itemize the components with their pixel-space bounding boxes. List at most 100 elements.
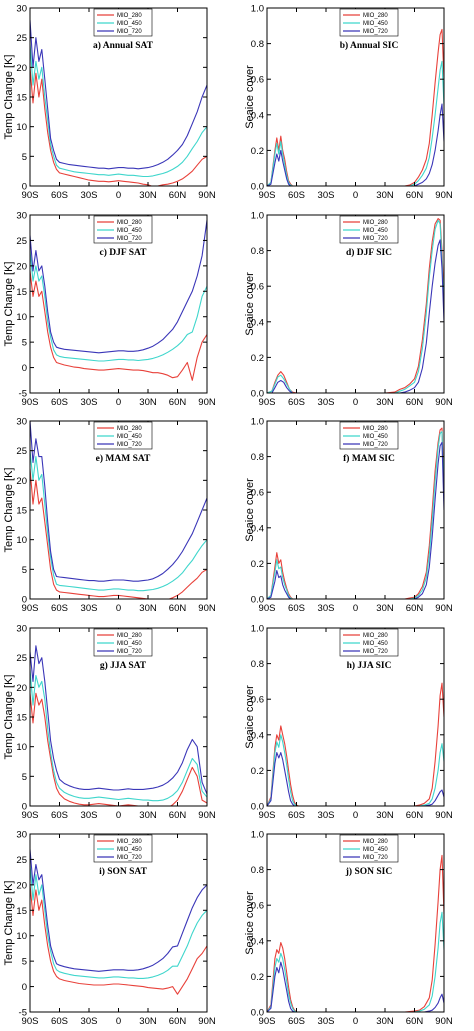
panel-title: f) MAM SIC (343, 453, 395, 464)
series-group (267, 427, 444, 599)
x-tick-label: 30S (81, 1016, 98, 1027)
series-group (267, 682, 444, 806)
series-line-mio-720 (30, 19, 207, 170)
panel-5: 0 5 10 15 20 25 30 90S 60S 30S 0 30N 60N 90N Temp Chan… (3, 417, 216, 615)
x-tick-label: 30N (376, 603, 394, 614)
x-tick-label: 0 (353, 603, 358, 614)
series-group (267, 28, 444, 186)
legend-label: MIO_280 (363, 839, 388, 845)
y-tick-label: 1.0 (251, 830, 264, 841)
panel-title: i) SON SAT (99, 866, 148, 877)
y-tick-label: 10 (16, 122, 27, 133)
x-tick-label: 60N (169, 190, 187, 201)
series-line-mio-720 (30, 220, 207, 354)
legend-label: MIO_720 (363, 29, 388, 35)
x-tick-label: 60S (51, 810, 68, 821)
x-tick-label: 60N (169, 1016, 187, 1027)
legend: MIO_280 MIO_450 MIO_720 (339, 834, 399, 863)
y-tick-label: 15 (16, 713, 27, 724)
y-tick-label: -5 (19, 1008, 27, 1019)
x-tick-label: 60S (51, 1016, 68, 1027)
series-line-mio-720 (30, 849, 207, 972)
y-tick-label: 30 (16, 830, 27, 841)
x-tick-label: 90N (435, 603, 453, 614)
x-tick-label: 30S (318, 397, 335, 408)
legend: MIO_280 MIO_450 MIO_720 (93, 8, 153, 37)
x-tick-label: 0 (353, 397, 358, 408)
y-tick-label: 20 (16, 880, 27, 891)
x-tick-label: 30S (81, 810, 98, 821)
x-tick-label: 90S (22, 810, 39, 821)
series-line-mio-450 (267, 431, 444, 599)
legend-label: MIO_280 (117, 633, 142, 639)
legend-label: MIO_450 (117, 434, 142, 440)
series-line-mio-720 (30, 645, 207, 795)
x-tick-label: 30S (318, 1016, 335, 1027)
legend: MIO_280 MIO_450 MIO_720 (339, 421, 399, 450)
y-tick-label: 0.6 (251, 901, 264, 912)
series-line-mio-280 (30, 67, 207, 186)
legend-label: MIO_720 (117, 855, 142, 861)
series-line-mio-720 (267, 103, 444, 186)
y-tick-label: 20 (16, 63, 27, 74)
y-tick-label: 0.0 (251, 802, 264, 813)
y-tick-label: 0.4 (251, 730, 264, 741)
y-tick-label: 0.4 (251, 317, 264, 328)
legend-label: MIO_450 (363, 228, 388, 234)
x-tick-label: 90S (259, 603, 276, 614)
legend: MIO_280 MIO_450 MIO_720 (339, 628, 399, 657)
y-tick-label: 0.8 (251, 246, 264, 257)
series-group (30, 19, 207, 186)
x-tick-label: 90S (22, 190, 39, 201)
x-tick-label: 30N (139, 603, 157, 614)
y-tick-label: 25 (16, 855, 27, 866)
legend: MIO_280 MIO_450 MIO_720 (339, 215, 399, 244)
x-tick-label: 60N (169, 603, 187, 614)
y-axis-title: Temp Change [K] (3, 55, 15, 140)
x-tick-label: 60S (288, 810, 305, 821)
panel-title: c) DJF SAT (100, 247, 148, 258)
legend-label: MIO_720 (117, 649, 142, 655)
series-group (267, 218, 444, 393)
x-tick-label: 90N (198, 397, 216, 408)
x-tick-label: 0 (353, 1016, 358, 1027)
y-tick-label: 5 (22, 772, 27, 783)
y-tick-label: 0.2 (251, 972, 264, 983)
y-tick-label: 0.6 (251, 75, 264, 86)
panel-title: g) JJA SAT (100, 660, 147, 671)
y-axis-title: Seaice cover (244, 272, 256, 336)
x-tick-label: 60N (169, 810, 187, 821)
y-axis-title: Seaice cover (244, 891, 256, 955)
series-line-mio-280 (267, 682, 444, 806)
panel-6: 0.0 0.2 0.4 0.6 0.8 1.0 90S 60S 30S 0 30N 60N 90N Sea… (244, 417, 453, 615)
y-tick-label: 10 (16, 931, 27, 942)
x-tick-label: 0 (116, 397, 121, 408)
x-tick-label: 90N (198, 1016, 216, 1027)
x-tick-label: 60S (288, 1016, 305, 1027)
series-line-mio-450 (267, 60, 444, 186)
y-axis-title: Seaice cover (244, 478, 256, 542)
panel-3: -5 0 5 10 15 20 25 30 90S 60S 30S 0 30N 60N 90N Temp Ch… (3, 211, 216, 409)
y-tick-label: 0.8 (251, 39, 264, 50)
legend-label: MIO_280 (363, 426, 388, 432)
y-tick-label: 0.4 (251, 523, 264, 534)
y-tick-label: 25 (16, 653, 27, 664)
y-tick-label: 5 (22, 152, 27, 163)
legend-label: MIO_450 (363, 641, 388, 647)
x-tick-label: 90N (435, 190, 453, 201)
series-line-mio-280 (267, 427, 444, 599)
x-tick-label: 60N (406, 1016, 424, 1027)
x-tick-label: 0 (116, 603, 121, 614)
series-line-mio-280 (267, 854, 444, 1012)
x-tick-label: 0 (353, 810, 358, 821)
x-tick-label: 60S (51, 603, 68, 614)
series-line-mio-280 (267, 28, 444, 186)
x-tick-label: 30S (81, 190, 98, 201)
y-tick-label: 20 (16, 476, 27, 487)
legend-label: MIO_720 (117, 236, 142, 242)
legend: MIO_280 MIO_450 MIO_720 (93, 215, 153, 244)
x-tick-label: 60N (406, 810, 424, 821)
legend-label: MIO_280 (117, 426, 142, 432)
series-line-mio-450 (267, 911, 444, 1012)
